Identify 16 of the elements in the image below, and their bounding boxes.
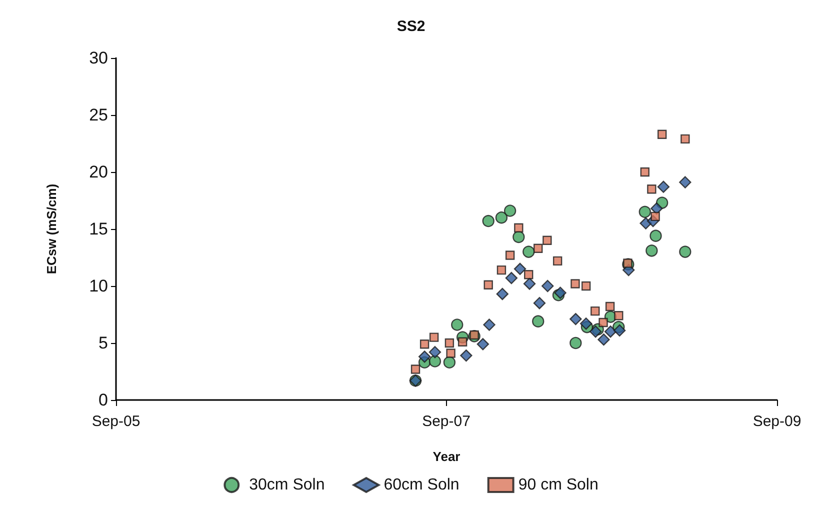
legend-label: 90 cm Soln	[518, 476, 598, 494]
x-axis-title: Year	[432, 449, 460, 464]
y-tick-label: 10	[89, 276, 108, 296]
y-tick-label: 30	[89, 48, 108, 68]
y-tick-label: 5	[98, 334, 108, 352]
legend-label: 30cm Soln	[249, 476, 325, 494]
x-tick-label: Sep-05	[92, 413, 140, 430]
y-tick-label: 25	[89, 106, 108, 124]
y-tick-label: 15	[89, 220, 108, 238]
legend-label: 60cm Soln	[384, 476, 460, 494]
x-tick-label: Sep-09	[752, 413, 802, 430]
y-axis-title: ECsw (mS/cm)	[44, 184, 59, 274]
chart-title: SS2	[396, 18, 426, 35]
y-tick-label: 20	[89, 162, 108, 182]
x-tick-label: Sep-07	[422, 413, 470, 430]
y-tick-label: 0	[98, 390, 108, 410]
